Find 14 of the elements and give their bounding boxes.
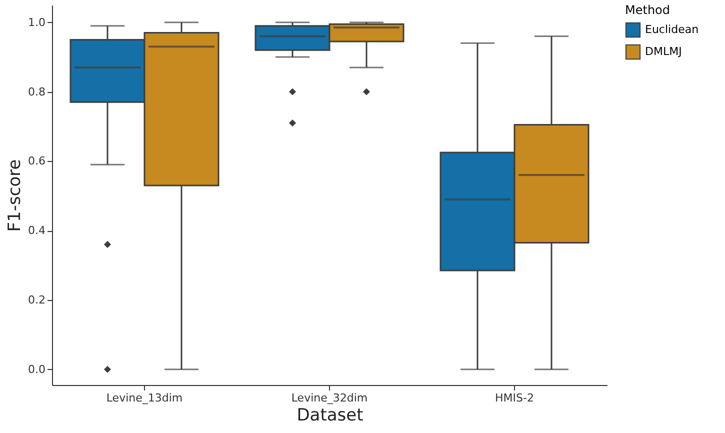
y-tick-label: 1.0 <box>28 16 46 29</box>
y-tick-label: 0.8 <box>28 85 46 98</box>
x-tick-label: Levine_13dim <box>106 392 183 404</box>
y-tick-label: 0.2 <box>28 293 46 306</box>
legend-label: DMLMJ <box>645 45 682 58</box>
y-tick-label: 0.6 <box>28 154 46 168</box>
y-tick-label: 0.0 <box>28 362 46 376</box>
y-tick-label: 0.4 <box>28 224 46 238</box>
y-axis-title: F1-score <box>5 159 26 232</box>
x-tick-label: Levine_32dim <box>291 392 368 404</box>
legend-title: Method <box>625 3 670 17</box>
x-tick-label: HMIS-2 <box>495 392 534 404</box>
x-axis-title: Dataset <box>296 406 364 426</box>
legend-label: Euclidean <box>645 23 699 36</box>
